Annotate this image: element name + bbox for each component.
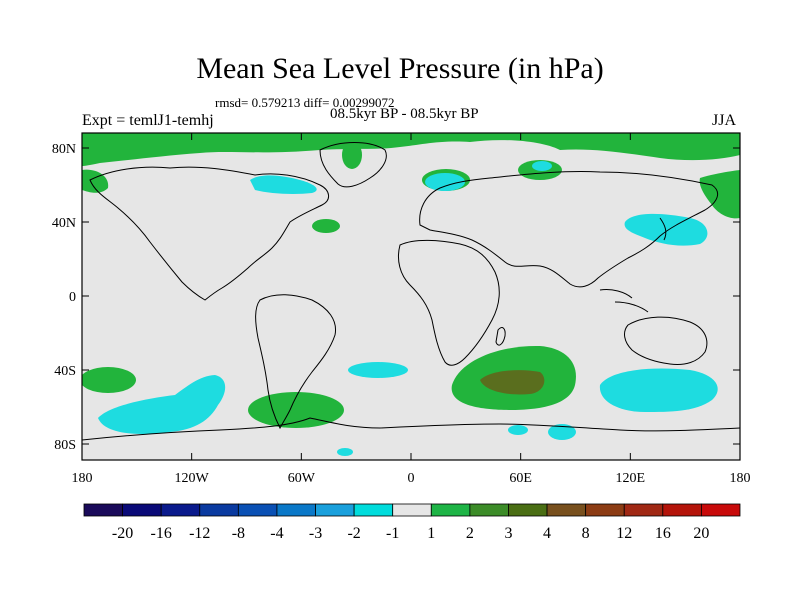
colorbar-label: 8 [582,525,590,542]
colorbar-label: -1 [386,525,399,542]
colorbar-swatch [122,503,162,517]
lat-label: 40N [52,216,76,231]
indonesia-coast [599,289,649,313]
drake-passage-positive-region [248,392,344,428]
colorbar-label: -12 [189,525,210,542]
colorbar-swatch [315,503,355,517]
colorbar-swatch [546,503,587,517]
south-america-coast [255,294,337,430]
lat-label: 80N [52,142,76,157]
southern-ocean-negative-region [599,368,718,412]
colorbar-label: -20 [112,525,133,542]
lat-label: 0 [69,290,76,305]
colorbar-swatch [701,503,741,517]
colorbar-swatch [662,503,702,517]
colorbar-label: 2 [466,525,474,542]
anomaly-fields [82,133,740,456]
lat-label: 80S [54,438,76,453]
greenland-coast [319,142,387,188]
colorbar-label: 3 [504,525,512,542]
atlantic-positive-spot [312,219,340,233]
lon-label: 60E [509,471,532,486]
colorbar-label: -4 [270,525,283,542]
japan-negative-region [624,213,708,246]
antarctic-negative-spot-c [337,448,353,456]
period-label: 08.5kyr BP - 08.5kyr BP [330,106,479,122]
map-title: Mean Sea Level Pressure (in hPa) [196,52,604,85]
coastlines [82,142,740,441]
australia-coast [624,316,708,365]
axes: 80N 40N 0 40S 80S 180 120W 60W 0 60E 120E 180 [52,133,751,486]
arctic-positive-region [82,133,740,166]
lon-label: 180 [730,471,751,486]
colorbar-label: -3 [309,525,322,542]
colorbar-swatch [392,503,432,517]
colorbar-swatch [353,503,394,517]
eurasia-coast [419,171,719,288]
lon-label: 180 [72,471,93,486]
lat-label: 40S [54,364,76,379]
lon-label: 120W [175,471,210,486]
season-label: JJA [712,112,737,129]
colorbar: -20 -16 -12 -8 -4 -3 -2 -1 1 2 3 4 8 12 16 20 [83,503,741,542]
hudson-bay-negative-region [250,175,317,194]
colorbar-swatch [585,503,625,517]
colorbar-swatch [623,503,664,517]
colorbar-swatch [276,503,316,517]
baltic-negative-region [425,173,465,191]
siberia-negative-spot [532,161,552,171]
colorbar-swatch [160,503,201,517]
colorbar-label: 4 [543,525,551,542]
colorbar-label: 12 [616,525,632,542]
greenland-positive-spot [342,141,362,169]
experiment-label: Expt = temlJ1-temhj [82,112,214,129]
colorbar-swatch [83,503,123,517]
colorbar-swatch [237,503,278,517]
south-pacific-negative-region [98,375,226,434]
colorbar-label: 16 [655,525,671,542]
colorbar-label: -16 [151,525,172,542]
south-atlantic-negative-region [348,362,408,378]
north-america-coast [89,166,329,301]
lon-label: 60W [288,471,316,486]
south-indian-strong-positive-core [480,370,545,395]
colorbar-label: 1 [427,525,435,542]
colorbar-label: 20 [693,525,709,542]
antarctica-coast [82,417,740,441]
south-pacific-positive-region [82,367,136,393]
africa-coast [397,239,500,366]
north-pacific-positive-region [699,170,740,219]
madagascar-coast [495,327,506,346]
japan-coast [659,217,667,241]
antarctic-negative-spot-a [508,425,528,435]
colorbar-label: -2 [347,525,360,542]
antarctic-negative-spot-b [548,424,576,440]
lon-label: 120E [616,471,646,486]
stats-line: rmsd= 0.579213 diff= 0.00299072 [215,95,395,110]
colorbar-swatch [199,503,239,517]
colorbar-label: -8 [232,525,245,542]
colorbar-swatch [430,503,471,517]
colorbar-swatch [469,503,509,517]
colorbar-swatch [508,503,548,517]
lon-label: 0 [408,471,415,486]
